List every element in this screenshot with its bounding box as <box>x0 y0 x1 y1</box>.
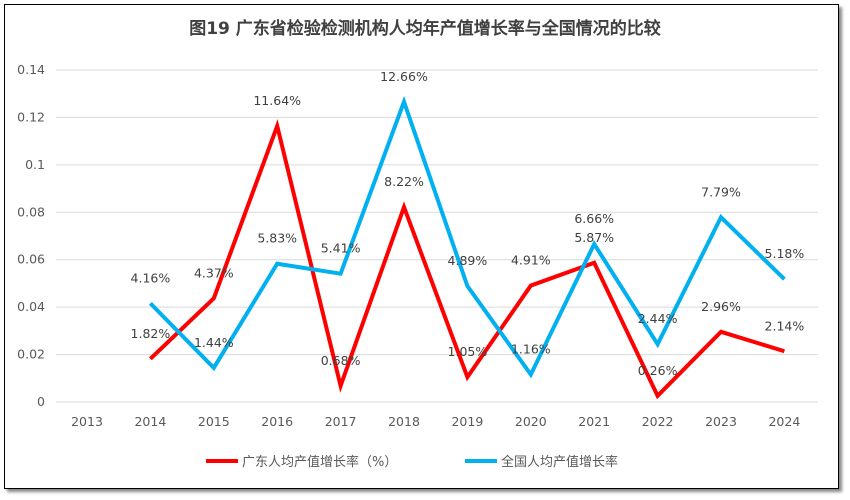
data-label: 1.16% <box>511 341 551 356</box>
data-label: 4.16% <box>131 270 171 285</box>
y-tick-label: 0.14 <box>17 62 45 77</box>
data-label: 4.91% <box>511 253 551 268</box>
y-tick-label: 0.04 <box>17 299 45 314</box>
data-label: 8.22% <box>384 174 424 189</box>
data-label: 7.79% <box>701 184 741 199</box>
data-label: 12.66% <box>380 69 428 84</box>
data-label: 2.96% <box>701 299 741 314</box>
y-tick-label: 0.08 <box>17 204 45 219</box>
y-tick-label: 0.02 <box>17 347 45 362</box>
data-label: 0.68% <box>321 353 361 368</box>
x-tick-label: 2020 <box>515 414 547 429</box>
x-tick-label: 2024 <box>768 414 800 429</box>
data-label: 1.82% <box>131 326 171 341</box>
y-tick-label: 0.12 <box>17 109 45 124</box>
x-tick-label: 2021 <box>578 414 610 429</box>
data-label: 2.14% <box>765 318 805 333</box>
legend-label: 全国人均产值增长率 <box>501 454 618 470</box>
data-label: 5.83% <box>257 231 297 246</box>
x-tick-label: 2015 <box>198 414 230 429</box>
x-tick-label: 2014 <box>134 414 166 429</box>
data-label: 1.05% <box>448 344 488 359</box>
series-line-guangdong <box>149 119 785 400</box>
data-label: 0.26% <box>638 363 678 378</box>
y-tick-label: 0.1 <box>25 157 45 172</box>
x-tick-label: 2013 <box>71 414 103 429</box>
legend-label: 广东人均产值增长率（%） <box>242 454 397 470</box>
data-label: 5.87% <box>574 230 614 245</box>
y-tick-label: 0 <box>37 394 45 409</box>
x-tick-label: 2019 <box>451 414 483 429</box>
x-tick-label: 2017 <box>325 414 357 429</box>
chart-title: 图19 广东省检验检测机构人均年产值增长率与全国情况的比较 <box>189 18 661 39</box>
data-label: 5.41% <box>321 241 361 256</box>
data-label: 2.44% <box>638 311 678 326</box>
y-tick-label: 0.06 <box>17 252 45 267</box>
x-tick-label: 2016 <box>261 414 293 429</box>
series-line-national <box>148 95 786 379</box>
data-label: 5.18% <box>765 246 805 261</box>
data-label: 11.64% <box>253 93 301 108</box>
data-label: 4.89% <box>448 253 488 268</box>
chart-frame <box>4 4 839 489</box>
x-tick-label: 2022 <box>642 414 674 429</box>
x-tick-label: 2023 <box>705 414 737 429</box>
x-tick-label: 2018 <box>388 414 420 429</box>
data-label: 1.44% <box>194 335 234 350</box>
data-label: 4.37% <box>194 265 234 280</box>
data-label: 6.66% <box>574 211 614 226</box>
